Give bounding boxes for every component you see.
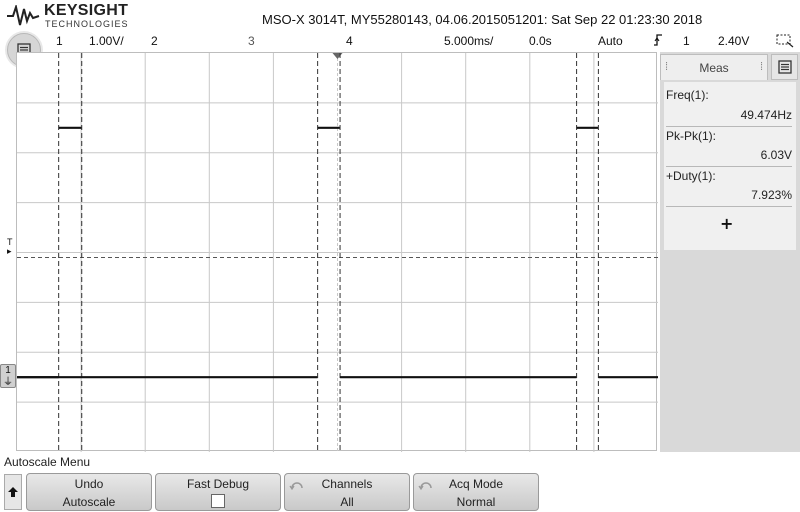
- channel-1-ground-marker[interactable]: 1 ⏚: [0, 364, 16, 388]
- channel-1-ground-label: 1: [5, 365, 11, 376]
- brand-name: KEYSIGHT: [44, 2, 129, 19]
- add-measurement-button[interactable]: +: [720, 214, 734, 233]
- softkey-sublabel: Autoscale: [62, 495, 116, 509]
- trigger-level[interactable]: 2.40V: [718, 34, 750, 48]
- measurement-label[interactable]: Pk-Pk(1):: [666, 129, 717, 143]
- menu-up-button[interactable]: [4, 474, 22, 510]
- softkey-label: Fast Debug: [186, 477, 250, 491]
- side-panel: ⁞ Meas ⁞ Freq(1): 49.474Hz Pk-Pk(1): 6.0…: [660, 52, 800, 452]
- channel-1-trace: [17, 53, 658, 452]
- side-panel-menu-button[interactable]: [771, 54, 798, 80]
- softkey-label: Acq Mode: [448, 477, 504, 491]
- graticule: [17, 53, 658, 452]
- rotary-knob-icon: [418, 482, 432, 491]
- display-mode-icon[interactable]: [776, 33, 794, 48]
- brand-subtitle: TECHNOLOGIES: [45, 19, 129, 29]
- drag-grip-icon[interactable]: ⁞: [665, 61, 669, 73]
- side-panel-tabs: ⁞ Meas ⁞: [660, 54, 800, 80]
- waveform-display[interactable]: [16, 52, 658, 452]
- menu-icon: [777, 60, 792, 74]
- softkey-sublabel: All: [340, 495, 354, 509]
- tab-meas-label: Meas: [699, 61, 729, 75]
- channel-3-number[interactable]: 3: [248, 34, 255, 48]
- measurement-label[interactable]: +Duty(1):: [666, 169, 716, 183]
- instrument-title: MSO-X 3014T, MY55280143, 04.06.201505120…: [262, 12, 703, 27]
- divider: [666, 126, 792, 127]
- softkey-menu-title: Autoscale Menu: [4, 455, 91, 469]
- channel-4-number[interactable]: 4: [346, 34, 353, 48]
- measurement-list: Freq(1): 49.474Hz Pk-Pk(1): 6.03V +Duty(…: [664, 82, 796, 250]
- softkey-label: Channels: [321, 477, 373, 491]
- channel-1-number[interactable]: 1: [56, 34, 63, 48]
- divider: [666, 206, 792, 207]
- measurement-value: 6.03V: [760, 148, 792, 162]
- horizontal-delay[interactable]: 0.0s: [529, 34, 552, 48]
- trigger-label: T: [7, 237, 13, 247]
- trigger-source[interactable]: 1: [683, 34, 690, 48]
- fast-debug-checkbox[interactable]: [156, 493, 280, 508]
- trigger-mode[interactable]: Auto: [598, 34, 623, 48]
- waveform-svg: [17, 53, 658, 452]
- acq-mode-button[interactable]: Acq Mode Normal: [413, 473, 539, 511]
- fast-debug-button[interactable]: Fast Debug: [155, 473, 281, 511]
- softkey-label: Undo: [74, 477, 104, 491]
- channels-button[interactable]: Channels All: [284, 473, 410, 511]
- channel-1-scale[interactable]: 1.00V/: [89, 34, 124, 48]
- rotary-knob-icon: [289, 482, 303, 491]
- divider: [666, 166, 792, 167]
- drag-grip-icon[interactable]: ⁞: [759, 61, 763, 73]
- delay-marker-icon: [332, 53, 343, 59]
- keysight-wave-icon: [7, 5, 40, 26]
- undo-autoscale-button[interactable]: Undo Autoscale: [26, 473, 152, 511]
- keysight-logo: KEYSIGHT TECHNOLOGIES: [4, 2, 134, 32]
- timebase-scale[interactable]: 5.000ms/: [444, 34, 494, 48]
- arrow-up-icon: [8, 487, 18, 497]
- channel-2-number[interactable]: 2: [151, 34, 158, 48]
- softkey-sublabel: Normal: [456, 495, 496, 509]
- measurement-label[interactable]: Freq(1):: [666, 88, 709, 102]
- measurement-value: 49.474Hz: [740, 108, 792, 122]
- tab-meas[interactable]: ⁞ Meas ⁞: [660, 54, 768, 80]
- measurement-value: 7.923%: [751, 188, 792, 202]
- status-row: 1 1.00V/ 2 3 4 5.000ms/ 0.0s Auto 1 2.40…: [0, 32, 800, 50]
- rising-edge-icon: [653, 32, 663, 51]
- trigger-level-marker: T ▸: [7, 237, 13, 256]
